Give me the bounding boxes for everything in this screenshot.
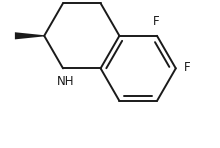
Polygon shape [15, 32, 44, 39]
Text: F: F [184, 61, 191, 74]
Text: NH: NH [57, 75, 75, 88]
Text: F: F [153, 15, 159, 28]
